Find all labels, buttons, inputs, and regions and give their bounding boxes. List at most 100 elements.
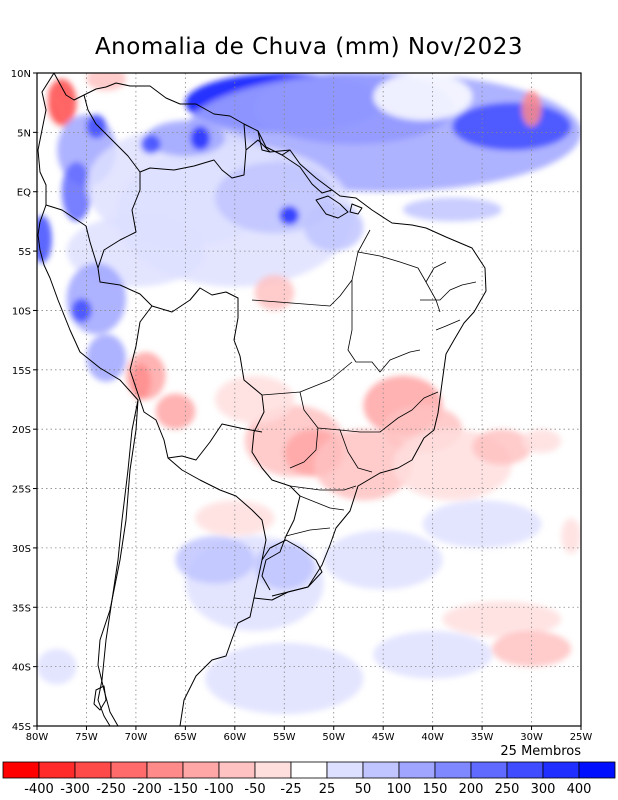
x-tick-label: 25W: [570, 732, 593, 743]
paraguay-argentina-border: [167, 457, 267, 599]
y-tick-label: 40S: [12, 663, 31, 674]
anomaly-blob: [155, 393, 196, 430]
colorbar-labels: -400 -300 -250 -200 -150 -100 -50 -25 25 50 100 150…: [24, 782, 591, 797]
brazil-states: [251, 229, 477, 537]
colorbar-box: [74, 761, 112, 779]
x-tick-label: 45W: [372, 732, 395, 743]
colorbar-label: 250: [495, 782, 520, 797]
colorbar-box: [362, 761, 400, 779]
anomaly-blob: [66, 262, 127, 335]
south-america-coastline: [37, 73, 487, 726]
anomaly-blob: [373, 73, 473, 121]
colorbar-box: [38, 761, 76, 779]
colorbar-label: -100: [204, 782, 234, 797]
anomaly-blob: [254, 541, 314, 590]
anomaly-blob: [442, 601, 562, 637]
colorbar-label: -400: [24, 782, 54, 797]
colorbar: -400 -300 -250 -200 -150 -100 -50 -25 25 50 100 150…: [2, 761, 616, 797]
anomaly-blob: [561, 518, 581, 554]
anomaly-blob: [521, 90, 542, 127]
colorbar-box: [182, 761, 220, 779]
map-title: Anomalia de Chuva (mm) Nov/2023: [94, 34, 524, 60]
colorbar-box: [218, 761, 256, 779]
x-tick-label: 55W: [273, 732, 296, 743]
y-axis-labels: 10N 5N EQ 5S 10S 15S 20S 25S 30S 35S 40S 45S: [11, 69, 31, 733]
y-tick-label: 45S: [12, 722, 31, 733]
colorbar-label: -200: [132, 782, 162, 797]
anomaly-blob: [195, 500, 275, 537]
anomaly-blob: [402, 197, 502, 222]
colorbar-label: 300: [531, 782, 556, 797]
colorbar-label: -300: [60, 782, 90, 797]
y-tick-label: 15S: [12, 366, 31, 377]
anomaly-blob: [491, 631, 572, 667]
y-tick-label: 20S: [12, 425, 31, 436]
colombia-venezuela-border: [83, 94, 141, 173]
y-tick-label: EQ: [17, 188, 31, 199]
colorbar-box: [110, 761, 148, 779]
colorbar-box: [290, 761, 328, 779]
anomaly-blob: [254, 274, 295, 311]
anomaly-blob: [61, 162, 92, 222]
marajo-island: [315, 195, 363, 219]
rainfall-anomaly-map: 80W 75W 70W 65W 60W 55W 50W 45W 40W 35W 30W 25W 10N…: [11, 69, 593, 743]
colorbar-box: [470, 761, 508, 779]
plot-frame: [36, 72, 582, 727]
colorbar-box: [146, 761, 184, 779]
x-tick-label: 65W: [174, 732, 197, 743]
bolivia-border: [129, 305, 263, 461]
anomaly-blob: [71, 298, 92, 323]
colorbar-label: 100: [387, 782, 412, 797]
anomaly-blob: [205, 642, 364, 715]
anomaly-blob: [140, 134, 161, 154]
colorbar-label: -50: [244, 782, 265, 797]
lat-lon-grid: [33, 72, 582, 730]
x-tick-label: 35W: [471, 732, 494, 743]
x-tick-label: 75W: [75, 732, 98, 743]
colorbar-box: [578, 761, 616, 779]
colorbar-box: [506, 761, 544, 779]
colorbar-box: [326, 761, 364, 779]
colorbar-label: -150: [168, 782, 198, 797]
guianas-border: [243, 123, 291, 156]
anomaly-blob: [472, 429, 532, 465]
colorbar-label: -250: [96, 782, 126, 797]
colorbar-label: 150: [423, 782, 448, 797]
anomaly-blob: [279, 205, 300, 225]
colorbar-label: 200: [459, 782, 484, 797]
colorbar-label: 400: [567, 782, 592, 797]
anomaly-blob: [215, 375, 295, 424]
y-tick-label: 25S: [12, 485, 31, 496]
colorbar-box: [398, 761, 436, 779]
colorbar-boxes: [2, 761, 616, 779]
peru-border: [45, 204, 99, 269]
tierra-del-fuego: [93, 685, 107, 711]
x-tick-label: 40W: [421, 732, 444, 743]
x-tick-label: 80W: [26, 732, 49, 743]
anomaly-blob: [313, 429, 413, 501]
anomaly-blob: [452, 102, 572, 151]
x-tick-label: 60W: [224, 732, 247, 743]
colorbar-box: [434, 761, 472, 779]
uruguay-border: [261, 539, 323, 597]
x-tick-label: 50W: [322, 732, 345, 743]
anomaly-blob: [86, 73, 127, 91]
colorbar-label: -25: [280, 782, 301, 797]
anomaly-blob: [175, 536, 255, 584]
colorbar-label: 50: [355, 782, 372, 797]
anomaly-blob: [37, 648, 77, 685]
x-tick-label: 70W: [125, 732, 148, 743]
country-borders: [37, 73, 487, 726]
anomaly-blob: [215, 162, 334, 234]
y-tick-label: 5N: [17, 128, 31, 139]
x-tick-label: 30W: [520, 732, 543, 743]
anomaly-blob: [521, 429, 562, 453]
colorbar-box: [2, 761, 40, 779]
members-label: 25 Membros: [500, 744, 581, 759]
anomaly-blob: [46, 78, 77, 127]
colorbar-label: 25: [319, 782, 336, 797]
x-axis-labels: 80W 75W 70W 65W 60W 55W 50W 45W 40W 35W 30W 25W: [26, 732, 593, 743]
y-tick-label: 10S: [12, 306, 31, 317]
colorbar-box: [254, 761, 292, 779]
y-tick-label: 30S: [12, 544, 31, 555]
